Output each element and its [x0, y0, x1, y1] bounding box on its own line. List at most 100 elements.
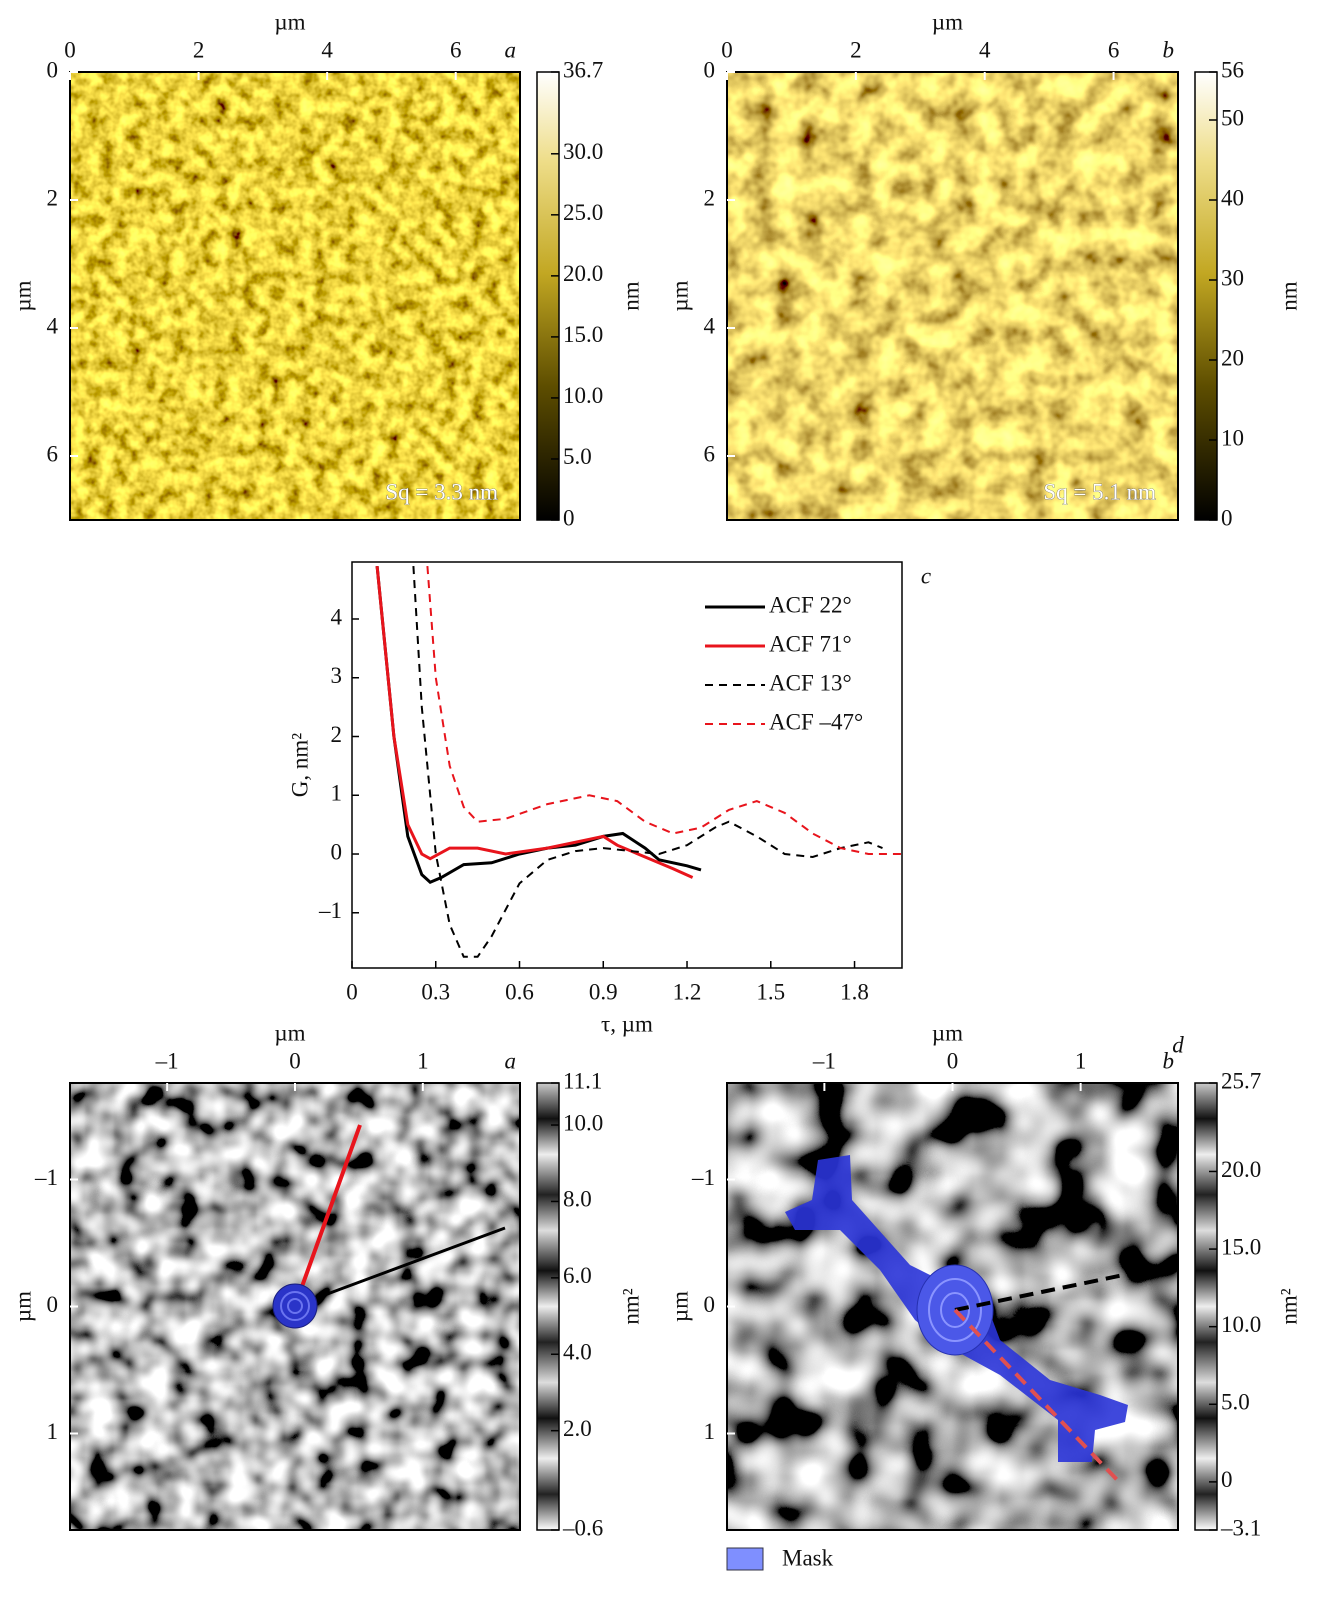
colorbar-tick-label: 6.0 — [563, 1263, 592, 1288]
colorbar-tick-label: 56 — [1221, 57, 1244, 82]
y-tick-label: 3 — [331, 663, 343, 688]
x-tick-label: –1 — [155, 1048, 179, 1073]
colorbar-label: nm — [618, 281, 643, 311]
x-tick-label: 0 — [64, 37, 76, 62]
annotation: Sq = 3.3 nm — [385, 479, 498, 504]
y-tick-label: 4 — [47, 313, 59, 338]
colorbar — [536, 71, 560, 521]
annotation: Sq = 5.1 nm — [1043, 479, 1156, 504]
colorbar-tick-label: 15.0 — [1221, 1234, 1261, 1259]
x-axis-label: µm — [932, 9, 963, 34]
ring — [287, 1298, 303, 1314]
legend-label: ACF –47° — [769, 709, 863, 734]
colorbar-tick-label: 0 — [1221, 505, 1233, 530]
x-tick-label: 4 — [321, 37, 333, 62]
colorbar-tick-label: 5.0 — [1221, 1390, 1250, 1415]
colorbar-tick-label: 25.7 — [1221, 1068, 1261, 1093]
legend-label: ACF 22° — [769, 592, 852, 617]
y-tick-label: –1 — [318, 898, 342, 923]
x-tick-label: 2 — [193, 37, 205, 62]
series-line — [375, 565, 694, 879]
colorbar-tick-label: 20 — [1221, 345, 1244, 370]
y-axis-label: µm — [667, 280, 692, 311]
y-tick-label: 1 — [331, 781, 343, 806]
panel-label: c — [921, 563, 931, 588]
y-tick-label: 1 — [704, 1419, 716, 1444]
colorbar-tick-label: –3.1 — [1220, 1515, 1261, 1540]
y-tick-label: –1 — [691, 1165, 715, 1190]
colorbar-label: nm — [1276, 281, 1301, 311]
y-tick-label: 2 — [331, 722, 343, 747]
y-tick-label: 0 — [47, 1292, 59, 1317]
x-tick-label: 1.2 — [673, 979, 702, 1004]
x-tick-label: 0.9 — [589, 979, 618, 1004]
colorbar-tick-label: 40 — [1221, 185, 1244, 210]
colorbar-tick-label: 15.0 — [563, 322, 603, 347]
colorbar-tick-label: –0.6 — [562, 1515, 603, 1540]
y-tick-label: –1 — [34, 1165, 58, 1190]
colorbar-tick-label: 10.0 — [1221, 1312, 1261, 1337]
colorbar-tick-label: 0 — [1221, 1467, 1233, 1492]
y-tick-label: 4 — [704, 313, 716, 338]
x-tick-label: 0.6 — [505, 979, 534, 1004]
colorbar-tick-label: 10.0 — [563, 383, 603, 408]
colorbar — [536, 1082, 560, 1531]
legend-label: ACF 71° — [769, 631, 852, 656]
acf-overlay-b: Mask d — [726, 1032, 1184, 1571]
x-axis-label: µm — [932, 1020, 963, 1045]
colorbar — [1194, 1082, 1218, 1531]
y-tick-label: 0 — [331, 839, 343, 864]
red-direction — [953, 1308, 1124, 1487]
colorbar-tick-label: 2.0 — [563, 1416, 592, 1441]
plot-lines — [375, 565, 902, 958]
panel-label: b — [1163, 37, 1175, 62]
y-tick-label: 2 — [47, 185, 59, 210]
x-tick-label: 1 — [1075, 1048, 1087, 1073]
panel-label: a — [505, 37, 517, 62]
panel-label: a — [505, 1048, 517, 1073]
colorbar-tick-label: 8.0 — [563, 1187, 592, 1212]
legend-label: ACF 13° — [769, 670, 852, 695]
ring — [928, 1278, 982, 1342]
colorbar-tick-label: 36.7 — [563, 57, 603, 82]
series-line — [412, 566, 883, 958]
mask-label: Mask — [782, 1545, 834, 1570]
y-tick-label: 6 — [704, 441, 716, 466]
x-tick-label: 0 — [947, 1048, 959, 1073]
colorbar-label: nm² — [618, 1288, 643, 1324]
colorbar-tick-label: 0 — [563, 505, 575, 530]
mask-swatch — [726, 1547, 764, 1571]
x-axis-label: τ, µm — [601, 1011, 653, 1036]
colorbar-tick-label: 11.1 — [563, 1068, 602, 1093]
surface-image — [70, 72, 520, 520]
center-peak — [272, 1283, 318, 1329]
x-tick-label: 1.8 — [840, 979, 869, 1004]
colorbar-tick-label: 4.0 — [563, 1340, 592, 1365]
colorbar-tick-label: 10.0 — [563, 1110, 603, 1135]
colorbar-tick-label: 5.0 — [563, 444, 592, 469]
colorbar-tick-label: 20.0 — [1221, 1157, 1261, 1182]
x-tick-label: 1.5 — [756, 979, 785, 1004]
colorbar — [1194, 71, 1218, 521]
y-tick-label: 2 — [704, 185, 716, 210]
y-axis-label: µm — [10, 280, 35, 311]
series-line — [426, 566, 902, 855]
x-tick-label: 2 — [850, 37, 862, 62]
red-direction — [293, 1124, 362, 1307]
x-axis-label: µm — [274, 1020, 305, 1045]
ring — [940, 1292, 970, 1328]
y-tick-label: 1 — [47, 1419, 59, 1444]
y-tick-label: 6 — [47, 441, 59, 466]
colorbar-label: nm² — [1276, 1288, 1301, 1324]
x-tick-label: 0 — [346, 979, 358, 1004]
plot-frame — [351, 561, 903, 969]
x-axis-label: µm — [274, 9, 305, 34]
y-tick-label: 0 — [704, 1292, 716, 1317]
y-axis-label: µm — [10, 1291, 35, 1322]
x-tick-label: 0.3 — [421, 979, 450, 1004]
y-axis-label: µm — [667, 1291, 692, 1322]
panel-label: b — [1163, 1048, 1175, 1073]
figure-label: d — [1172, 1032, 1184, 1057]
